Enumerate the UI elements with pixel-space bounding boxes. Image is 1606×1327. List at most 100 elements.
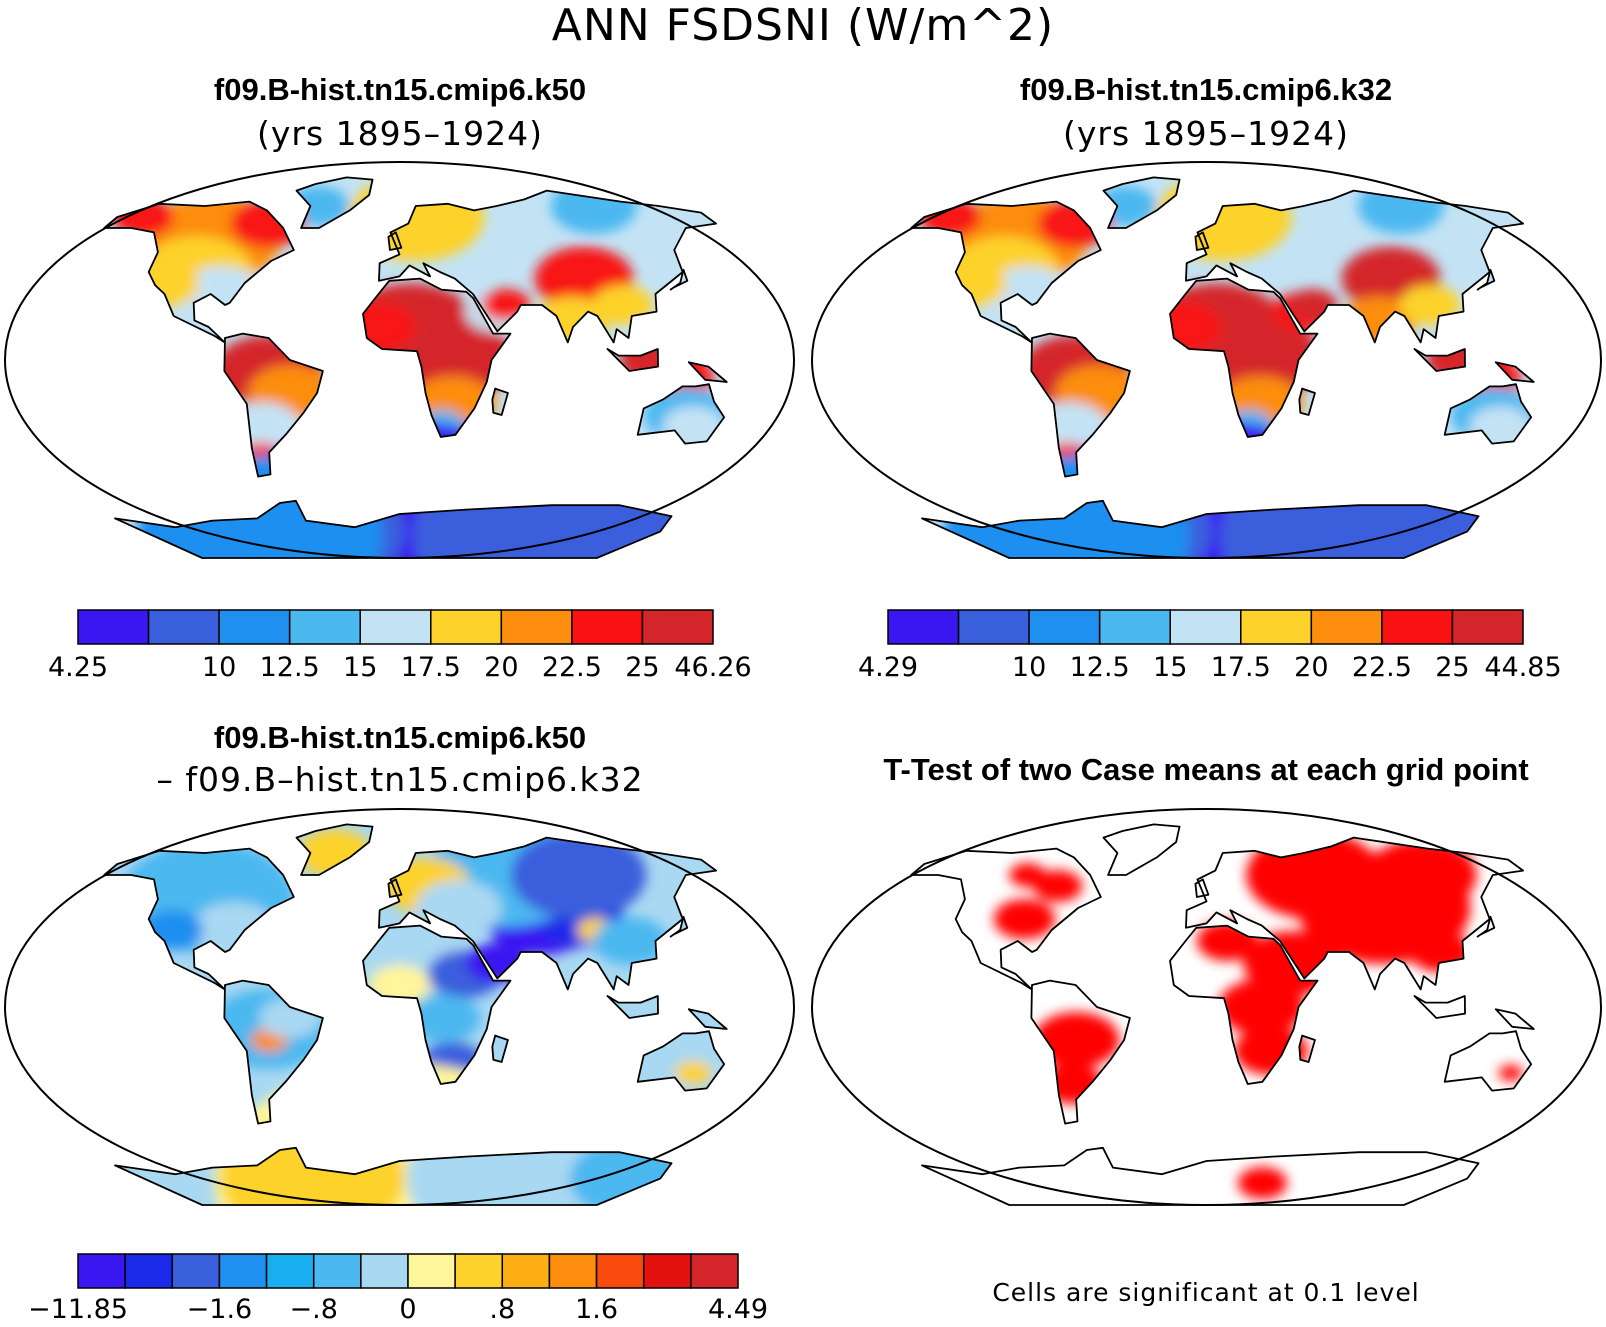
coastline-borneo-sumatra [1413,348,1466,372]
field-blob [1218,979,1305,1035]
colorbar-label: 4.25 [47,652,109,683]
coastline-antarctica [114,499,673,559]
coastline-eurasia [378,836,718,991]
colorbar-swatch [501,1253,551,1289]
panel-case2-subtitle: (yrs 1895–1924) [1063,114,1349,153]
colorbar-label: .8 [489,1294,516,1325]
coastline-greenland [1102,823,1181,876]
colorbar-label: 1.6 [575,1294,619,1325]
field-blob [1498,1065,1524,1081]
colorbar-label: 12.5 [259,652,320,683]
coastline-north-america [103,200,295,344]
coastline-madagascar [491,1034,509,1063]
coastline-africa [1169,277,1319,438]
colorbar-label: 15 [343,652,378,683]
coastline-uk [1194,231,1210,251]
panel-case2-title: f09.B-hist.tn15.cmip6.k32 [1019,72,1393,107]
colorbar-swatch [407,1253,456,1289]
colorbar-swatch [288,609,361,645]
colorbar-diff-labels: −11.85 −1.6 −.8 0 .8 1.6 4.49 [28,1294,768,1327]
field-blob [1009,863,1047,887]
colorbar-case2-labels: 4.29 10 12.5 15 17.5 20 22.5 25 44.85 [858,652,1562,686]
panel-case1-subtitle: (yrs 1895–1924) [257,114,543,153]
colorbar-swatch [1169,609,1242,645]
coastline-eurasia [378,189,718,344]
coastline-borneo-sumatra [606,995,659,1019]
colorbar-swatch [312,1253,362,1289]
colorbar-label: 20 [484,652,519,683]
colorbar-label: 0 [399,1294,417,1325]
coastline-uk [1194,878,1210,898]
coastline-north-america [910,200,1102,344]
colorbar-swatch [218,1253,268,1289]
coastline-antarctica [114,1146,673,1206]
colorbar-swatch [642,1253,692,1289]
colorbar-swatch [1240,609,1313,645]
significance-note: Cells are significant at 0.1 level [992,1278,1420,1307]
colorbar-swatch [571,609,644,645]
coastline-australia [636,1030,726,1092]
coastline-eurasia [1185,189,1525,344]
panel-diff-title: f09.B-hist.tn15.cmip6.k50 [213,720,587,755]
coastline-japan [669,915,689,938]
colorbar-swatch [690,1253,739,1289]
map-border [811,161,1602,559]
colorbar-swatch [265,1253,315,1289]
map-case1 [4,161,795,559]
coastline-new-guinea [1494,1008,1535,1030]
coastline-borneo-sumatra [1413,995,1466,1019]
coastline-australia [1443,1030,1533,1092]
coastline-japan [669,268,689,291]
coastline-south-america [1030,979,1131,1125]
coastline-greenland [295,176,374,229]
coastline-antarctica [921,1146,1480,1206]
figure-title: ANN FSDSNI (W/m^2) [551,0,1055,51]
colorbar-swatch [595,1253,645,1289]
colorbar-label: 22.5 [541,652,602,683]
panel-ttest-title: T-Test of two Case means at each grid po… [883,752,1529,787]
coastline-japan [1476,915,1496,938]
field-blob [368,965,431,1005]
coastline-south-america [223,332,324,478]
colorbar-swatch [1028,609,1101,645]
colorbar-swatch [548,1253,598,1289]
map-ttest [811,808,1602,1206]
colorbar-label: 12.5 [1069,652,1130,683]
colorbar-label: −1.6 [186,1294,253,1325]
panel-case1-title: f09.B-hist.tn15.cmip6.k50 [213,72,587,107]
coastline-greenland [295,823,374,876]
colorbar-swatch [147,609,220,645]
coastline-antarctica [921,499,1480,559]
coastline-madagascar [1298,387,1316,416]
colorbar-case2 [887,609,1524,645]
colorbar-swatch [1381,609,1454,645]
coastline-australia [636,383,726,445]
coastline-new-guinea [1494,361,1535,383]
map-case2 [811,161,1602,559]
coastline-north-america [910,847,1102,991]
colorbar-label: 15 [1153,652,1188,683]
colorbar-swatch [359,609,432,645]
colorbar-label: −11.85 [28,1294,128,1325]
colorbar-label: 25 [625,652,660,683]
map-border [4,808,795,1206]
colorbar-swatch [500,609,573,645]
colorbar-label: 17.5 [400,652,461,683]
colorbar-label: 22.5 [1351,652,1412,683]
colorbar-label: 46.26 [674,652,752,683]
colorbar-label: 10 [201,652,237,683]
colorbar-label: −.8 [289,1294,338,1325]
colorbar-swatch [887,609,960,645]
map-border [811,808,1602,1206]
coastline-south-america [1030,332,1131,478]
colorbar-label: 44.85 [1484,652,1562,683]
coastline-japan [1476,268,1496,291]
colorbar-label: 25 [1435,652,1470,683]
coastline-borneo-sumatra [606,348,659,372]
colorbar-label: 20 [1294,652,1329,683]
coastline-new-guinea [687,1008,728,1030]
colorbar-swatch [454,1253,504,1289]
coastline-greenland [1102,176,1181,229]
coastline-new-guinea [687,361,728,383]
coastline-south-america [223,979,324,1125]
